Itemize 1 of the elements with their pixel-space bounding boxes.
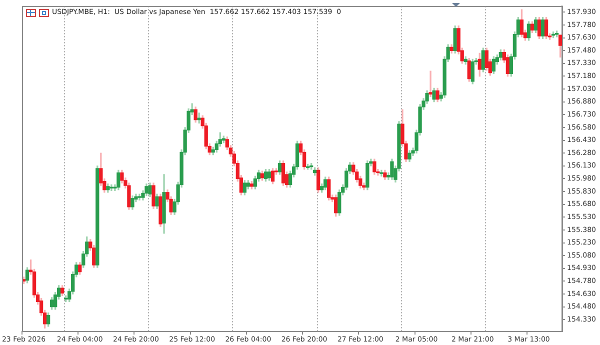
candlestick: [428, 70, 432, 98]
